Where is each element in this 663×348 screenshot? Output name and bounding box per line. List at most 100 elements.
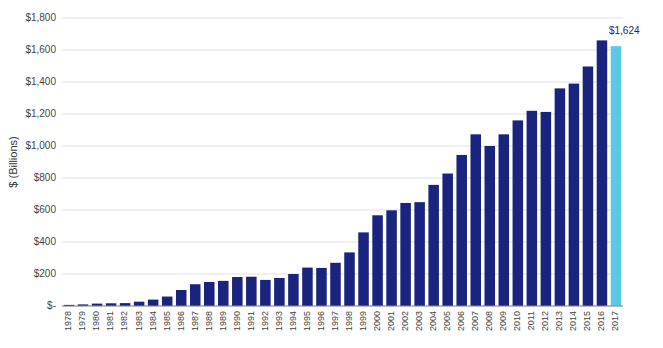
grid-line [62,242,623,243]
bar [386,210,397,306]
bar [414,202,425,306]
bar [204,282,215,306]
x-tick-label: 2005 [442,311,452,331]
x-tick-label: 1990 [232,311,242,331]
x-tick-label: 1996 [316,311,326,331]
bar [190,284,201,306]
y-tick-label: $200 [34,268,57,279]
grid-line [62,274,623,275]
x-axis: 1978 1979 1980 1981 1982 1983 1984 1985 1986 1987… [63,311,620,331]
x-tick-label: 2010 [512,311,522,331]
bar [246,277,257,306]
bar [611,46,622,306]
grid-line [62,210,623,211]
x-tick-label: 1987 [190,311,200,331]
x-tick-label: 2006 [456,311,466,331]
grid-line [62,178,623,179]
grid-line [62,306,623,307]
x-tick-label: 2007 [470,311,480,331]
bar [176,290,187,306]
grid [62,18,623,306]
grid-line [62,114,623,115]
x-tick-label: 2016 [596,311,606,331]
x-tick-label: 1989 [218,311,228,331]
bar [442,174,453,306]
annotation: $1,624 [609,25,640,36]
bar [162,297,173,306]
x-tick-label: 1997 [330,311,340,331]
bar [555,88,566,306]
x-axis-line [62,306,623,307]
bar [527,111,538,306]
x-tick-label: 1984 [148,311,158,331]
bar [456,155,467,306]
bar [358,232,369,306]
x-tick-label: 2002 [400,311,410,331]
x-tick-label: 1979 [77,311,87,331]
bar [302,268,313,306]
x-tick-label: 1993 [274,311,284,331]
bar [513,120,524,306]
bar [428,185,439,306]
grid-line [62,18,623,19]
x-tick-label: 1981 [105,311,115,331]
bar [148,300,159,306]
x-tick-label: 2000 [372,311,382,331]
y-tick-label: $1,000 [25,140,56,151]
bar [583,66,594,306]
x-tick-label: 2015 [582,311,592,331]
x-tick-label: 2008 [484,311,494,331]
bar [316,268,327,306]
y-tick-label: $1,200 [25,108,56,119]
x-tick-label: 1988 [204,311,214,331]
y-axis-label: $ (Billions) [7,136,19,187]
bar [232,277,243,306]
bar [288,274,299,306]
y-tick-label: $1,600 [25,44,56,55]
bar [344,252,355,306]
bar [134,302,145,306]
bar [485,146,496,306]
x-tick-label: 1982 [119,311,129,331]
x-tick-label: 1992 [260,311,270,331]
x-tick-label: 1985 [162,311,172,331]
bar [260,280,271,306]
bar [274,278,285,306]
y-tick-label: $800 [34,172,57,183]
grid-line [62,50,623,51]
x-tick-label: 2012 [540,311,550,331]
x-tick-label: 1978 [63,311,73,331]
y-tick-label: $600 [34,204,57,215]
x-tick-label: 2011 [526,311,536,330]
bars [64,40,621,306]
bar [330,263,341,306]
x-tick-label: 1994 [288,311,298,331]
chart: $- $200 $400 $600 $800 $1,000 $1,200 $1,400 $1,6… [0,0,663,348]
x-tick-label: 1980 [91,311,101,331]
x-tick-label: 2003 [414,311,424,331]
x-tick-label: 1999 [358,311,368,331]
bar [372,215,383,306]
x-tick-label: 1986 [176,311,186,331]
grid-line [62,146,623,147]
x-tick-label: 2009 [498,311,508,331]
y-tick-label: $400 [34,236,57,247]
x-tick-label: 1991 [246,311,256,331]
x-tick-label: 2013 [554,311,564,331]
x-tick-label: 2014 [568,311,578,331]
bar [400,203,411,306]
x-tick-label: 1998 [344,311,354,331]
bar [470,134,481,306]
x-tick-label: 1983 [134,311,144,331]
bar [218,281,229,306]
y-tick-label: $1,800 [25,12,56,23]
x-tick-label: 2017 [610,311,620,331]
y-tick-label: $- [47,300,56,311]
x-tick-label: 1995 [302,311,312,331]
x-tick-label: 2001 [386,311,396,331]
y-tick-label: $1,400 [25,76,56,87]
bar [569,84,580,306]
x-tick-label: 2004 [428,311,438,331]
bar [499,134,510,306]
bar [541,112,552,306]
